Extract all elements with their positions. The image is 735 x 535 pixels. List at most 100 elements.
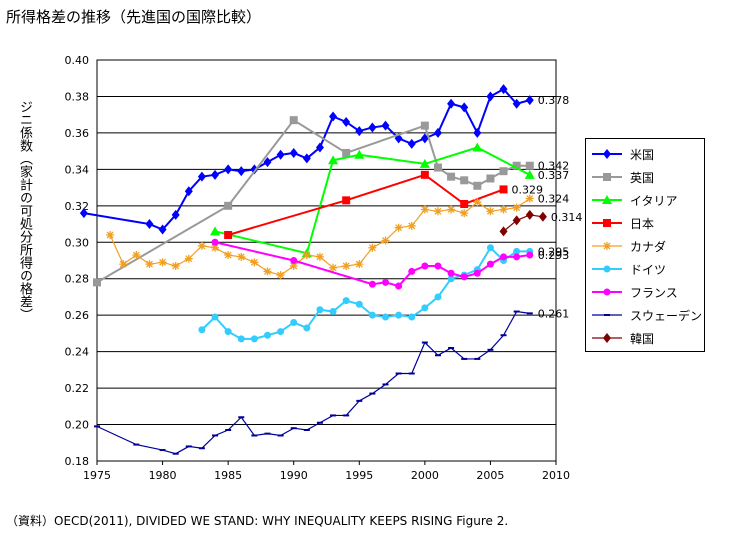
series-5-point: [237, 335, 245, 343]
series-2-point: [472, 142, 483, 152]
legend-swatch-marker: [603, 173, 611, 181]
y-tick-label: 0.38: [65, 90, 90, 103]
legend: 米国 英国 イタリア 日本 カナダ ドイツ フランス スウェーデン 韓国: [585, 138, 705, 352]
series-5-point: [447, 275, 455, 283]
series-4-point: [197, 241, 206, 250]
series-0-point: [289, 147, 298, 158]
series-4-point: [512, 203, 521, 212]
series-5-point: [355, 300, 363, 308]
series-4-point: [158, 258, 167, 267]
series-4-point: [473, 198, 482, 207]
legend-item: スウェーデン: [590, 306, 702, 324]
legend-item: フランス: [590, 283, 702, 301]
series-2-point: [419, 158, 430, 168]
series-7-end-label: 0.261: [538, 307, 570, 320]
series-5-point: [421, 304, 429, 312]
series-2-end-label: 0.337: [538, 169, 570, 182]
series-1-point: [525, 161, 534, 170]
series-4-point: [184, 254, 193, 263]
series-5-point: [382, 313, 390, 321]
legend-swatch: [592, 288, 622, 296]
series-5-point: [277, 328, 285, 336]
series-0-point: [237, 166, 246, 177]
series-0-point: [447, 98, 456, 109]
series-0-point: [433, 127, 442, 138]
series-0-point: [329, 111, 338, 122]
legend-item: カナダ: [590, 237, 702, 255]
series-4-point: [132, 251, 141, 260]
series-3-point: [342, 196, 351, 205]
legend-swatch-marker: [602, 195, 612, 204]
source-note: （資料）OECD(2011), DIVIDED WE STAND: WHY IN…: [6, 514, 509, 528]
y-tick-label: 0.34: [65, 163, 90, 176]
series-6-point: [408, 267, 416, 275]
series-4-point: [145, 260, 154, 269]
series-4-point: [499, 205, 508, 214]
series-6-point: [447, 269, 455, 277]
legend-swatch-marker: [603, 265, 611, 273]
series-0-end-label: 0.378: [538, 94, 570, 107]
series-7-line: [96, 310, 530, 455]
series-5-point: [303, 324, 311, 332]
legend-swatch-marker: [603, 242, 611, 250]
x-tick-label: 1980: [149, 469, 177, 482]
x-tick-label: 1985: [214, 469, 242, 482]
series-4-point: [106, 230, 115, 239]
series-3-end-label: 0.329: [512, 183, 544, 196]
series-0-point: [368, 122, 377, 133]
series-6-point: [460, 273, 468, 281]
x-tick-label: 1975: [83, 469, 111, 482]
series-4-point: [525, 194, 534, 203]
series-0-point: [197, 171, 206, 182]
series-3-point: [420, 170, 429, 179]
series-0-point: [525, 95, 534, 106]
series-5-point: [211, 313, 219, 321]
series-0-point: [276, 149, 285, 160]
series-2-point: [210, 226, 221, 236]
series-0-point: [158, 224, 167, 235]
y-tick-label: 0.36: [65, 127, 90, 140]
series-4-point: [315, 252, 324, 261]
x-tick-label: 2005: [476, 469, 504, 482]
series-5-point: [434, 293, 442, 301]
series-5-point: [198, 326, 206, 334]
series-1-point: [486, 174, 495, 183]
series-0-point: [184, 186, 193, 197]
plot-frame: [96, 59, 557, 462]
series-4-point: [407, 221, 416, 230]
legend-swatch-marker: [603, 149, 611, 159]
series-6-point: [473, 269, 481, 277]
legend-label: フランス: [630, 286, 678, 300]
y-tick-label: 0.22: [65, 382, 90, 395]
series-4-point: [171, 261, 180, 270]
series-8-point: [512, 215, 521, 226]
series-0-point: [381, 120, 390, 131]
series-6-point: [526, 251, 534, 259]
series-4-point: [302, 251, 311, 260]
series-1-point: [447, 172, 456, 181]
series-4-point: [368, 243, 377, 252]
series-6-point: [500, 253, 508, 261]
series-0-point: [263, 157, 272, 168]
series-5-point: [263, 331, 271, 339]
legend-item: 米国: [590, 145, 702, 163]
series-0-point: [473, 127, 482, 138]
series-4-point: [329, 263, 338, 272]
series-5-point: [290, 318, 298, 326]
series-1-point: [499, 167, 508, 176]
series-0-point: [145, 219, 154, 230]
series-4-point: [119, 260, 128, 269]
series-4-point: [237, 252, 246, 261]
series-5-point: [486, 244, 494, 252]
series-0-point: [250, 164, 259, 175]
y-tick-label: 0.24: [65, 346, 90, 359]
series-6-point: [368, 280, 376, 288]
series-5-point: [224, 328, 232, 336]
legend-swatch: [592, 195, 622, 204]
series-0-point: [79, 208, 88, 219]
legend-item: イタリア: [590, 191, 702, 209]
series-4-point: [263, 267, 272, 276]
legend-swatch: [592, 173, 622, 181]
legend-label: 韓国: [630, 332, 655, 346]
